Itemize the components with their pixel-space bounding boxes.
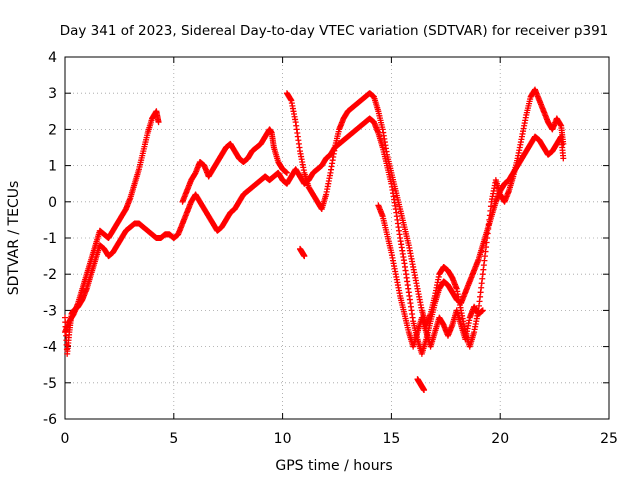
x-tick-label: 25 [600, 431, 618, 447]
y-tick-label: 2 [48, 122, 57, 138]
x-axis-label: GPS time / hours [275, 458, 392, 474]
y-tick-label: -4 [43, 340, 57, 356]
series-track-5 [375, 202, 486, 350]
series-track-4 [283, 86, 567, 350]
y-tick-label: -6 [43, 412, 57, 428]
y-tick-label: -2 [43, 267, 57, 283]
data-point [283, 169, 290, 176]
y-tick-label: 1 [48, 159, 57, 175]
series-track-7 [297, 245, 308, 260]
data-point [479, 307, 486, 314]
data-point [421, 387, 428, 394]
y-axis-label: SDTVAR / TECUs [6, 181, 22, 296]
series-track-6 [414, 376, 428, 394]
series-track-1 [62, 115, 567, 357]
x-tick-label: 0 [61, 431, 70, 447]
y-tick-label: 3 [48, 86, 57, 102]
y-tick-label: -1 [43, 231, 57, 247]
x-tick-label: 5 [169, 431, 178, 447]
data-point [301, 253, 308, 260]
y-tick-label: -3 [43, 303, 57, 319]
data-point [560, 155, 567, 162]
chart-title: Day 341 of 2023, Sidereal Day-to-day VTE… [60, 23, 609, 39]
data-series [62, 86, 567, 394]
y-tick-label: 0 [48, 195, 57, 211]
x-tick-label: 10 [274, 431, 292, 447]
y-tick-label: -5 [43, 376, 57, 392]
y-tick-label: 4 [48, 50, 57, 66]
x-tick-label: 20 [491, 431, 509, 447]
data-point [560, 140, 567, 147]
axis-ticks: 0 5 10 15 20 25 -6 -5 -4 -3 -2 -1 0 1 2 3 4 [43, 50, 618, 447]
x-tick-label: 15 [382, 431, 400, 447]
series-track-2 [62, 108, 162, 336]
data-point [155, 119, 162, 126]
series-track-3 [179, 126, 290, 205]
